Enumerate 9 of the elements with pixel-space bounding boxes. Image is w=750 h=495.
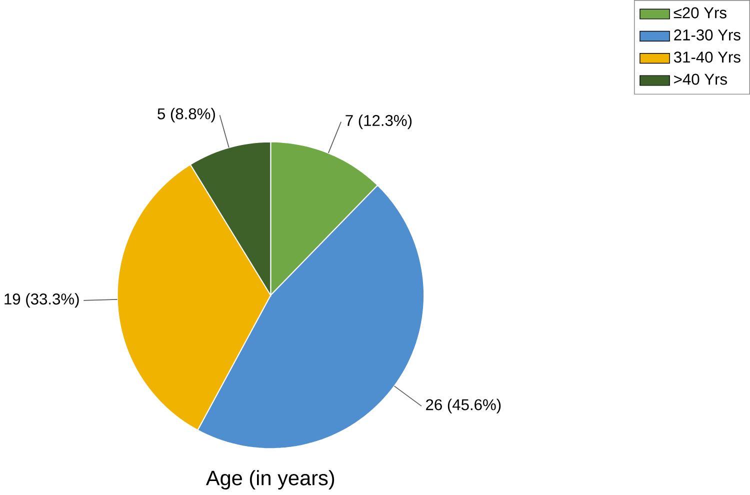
text: Age (in years) [206,470,334,490]
data-label: 26 (45.6%) [426,398,501,414]
legend-label: >40 Yrs [674,74,727,85]
data-label: 19 (33.3%) [4,292,79,308]
legend-label: 21-30 Yrs [674,29,740,40]
data-label: 5 (8.8%) [158,108,215,122]
legend-label: ≤20 Yrs [674,7,726,18]
legend-label: 31-40 Yrs [674,51,740,63]
data-label: 7 (12.3%) [346,114,412,129]
